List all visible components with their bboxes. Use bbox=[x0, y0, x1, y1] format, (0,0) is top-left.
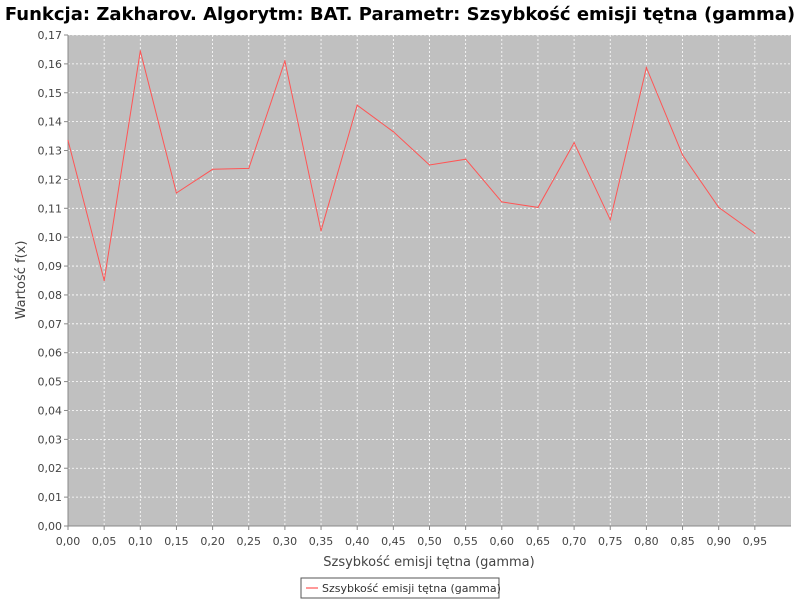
x-tick-label: 0,25 bbox=[237, 535, 262, 548]
x-tick-label: 0,20 bbox=[200, 535, 225, 548]
series-line bbox=[67, 50, 756, 281]
data-point bbox=[392, 131, 394, 133]
x-tick-label: 0,75 bbox=[598, 535, 623, 548]
data-point bbox=[175, 192, 178, 194]
y-tick-label: 0,10 bbox=[38, 231, 63, 244]
x-tick-label: 0,80 bbox=[634, 535, 659, 548]
x-tick-label: 0,05 bbox=[92, 535, 117, 548]
x-tick-label: 0,15 bbox=[164, 535, 189, 548]
x-tick-label: 0,40 bbox=[345, 535, 370, 548]
data-point bbox=[67, 139, 69, 142]
x-tick-label: 0,95 bbox=[743, 535, 768, 548]
y-tick-label: 0,01 bbox=[38, 491, 63, 504]
data-point bbox=[718, 206, 720, 209]
legend-label: Szsybkość emisji tętna (gamma) bbox=[322, 582, 501, 595]
y-tick-label: 0,05 bbox=[38, 376, 63, 389]
y-axis-ticks: 0,00 0,01 0,02 0,03 0,04 0,05 0,06 0,07 0,08 0,09… bbox=[38, 29, 68, 533]
x-tick-label: 0,35 bbox=[309, 535, 334, 548]
data-point bbox=[645, 67, 648, 69]
y-tick-label: 0,08 bbox=[38, 289, 63, 302]
data-point bbox=[537, 206, 539, 209]
y-tick-label: 0,03 bbox=[38, 433, 63, 446]
y-tick-label: 0,09 bbox=[38, 260, 63, 273]
data-point bbox=[428, 164, 431, 166]
data-point bbox=[573, 142, 575, 144]
y-tick-label: 0,07 bbox=[38, 318, 63, 331]
data-point bbox=[284, 60, 286, 62]
y-tick-label: 0,12 bbox=[38, 173, 63, 186]
y-tick-label: 0,15 bbox=[38, 87, 63, 100]
data-point bbox=[212, 168, 214, 170]
x-axis-label: Szsybkość emisji tętna (gamma) bbox=[323, 555, 534, 570]
y-tick-label: 0,00 bbox=[38, 520, 63, 533]
y-tick-label: 0,13 bbox=[38, 145, 63, 158]
data-point bbox=[103, 279, 105, 282]
x-tick-label: 0,00 bbox=[56, 535, 81, 548]
x-tick-label: 0,10 bbox=[128, 535, 153, 548]
data-point bbox=[609, 219, 611, 221]
y-tick-label: 0,04 bbox=[38, 404, 63, 417]
x-tick-label: 0,30 bbox=[273, 535, 298, 548]
x-tick-label: 0,70 bbox=[562, 535, 587, 548]
y-tick-label: 0,02 bbox=[38, 462, 63, 475]
data-point bbox=[501, 201, 503, 203]
chart-title: Funkcja: Zakharov. Algorytm: BAT. Parame… bbox=[5, 4, 795, 25]
x-axis-ticks: 0,00 0,05 0,10 0,15 0,20 0,25 0,30 0,35 0,40 0,45… bbox=[56, 526, 767, 548]
grid-lines bbox=[68, 34, 791, 526]
data-point bbox=[248, 167, 250, 170]
y-tick-label: 0,14 bbox=[38, 116, 63, 129]
x-tick-label: 0,45 bbox=[381, 535, 406, 548]
x-tick-label: 0,55 bbox=[453, 535, 478, 548]
x-tick-label: 0,90 bbox=[706, 535, 731, 548]
series-layer bbox=[67, 50, 756, 282]
y-tick-label: 0,16 bbox=[38, 58, 63, 71]
y-tick-label: 0,11 bbox=[38, 202, 63, 215]
legend-box bbox=[300, 577, 500, 599]
data-point bbox=[681, 154, 684, 156]
data-point bbox=[356, 104, 358, 106]
x-tick-label: 0,85 bbox=[670, 535, 695, 548]
x-tick-label: 0,60 bbox=[490, 535, 515, 548]
x-tick-label: 0,65 bbox=[526, 535, 551, 548]
data-point bbox=[754, 232, 756, 235]
y-tick-label: 0,06 bbox=[38, 347, 63, 360]
y-axis-label: Wartość f(x) bbox=[14, 241, 29, 320]
y-tick-label: 0,17 bbox=[38, 29, 63, 42]
legend: Szsybkość emisji tętna (gamma) bbox=[300, 577, 501, 599]
data-point bbox=[320, 230, 322, 232]
data-point bbox=[139, 50, 141, 52]
data-point bbox=[465, 158, 467, 160]
x-tick-label: 0,50 bbox=[417, 535, 442, 548]
